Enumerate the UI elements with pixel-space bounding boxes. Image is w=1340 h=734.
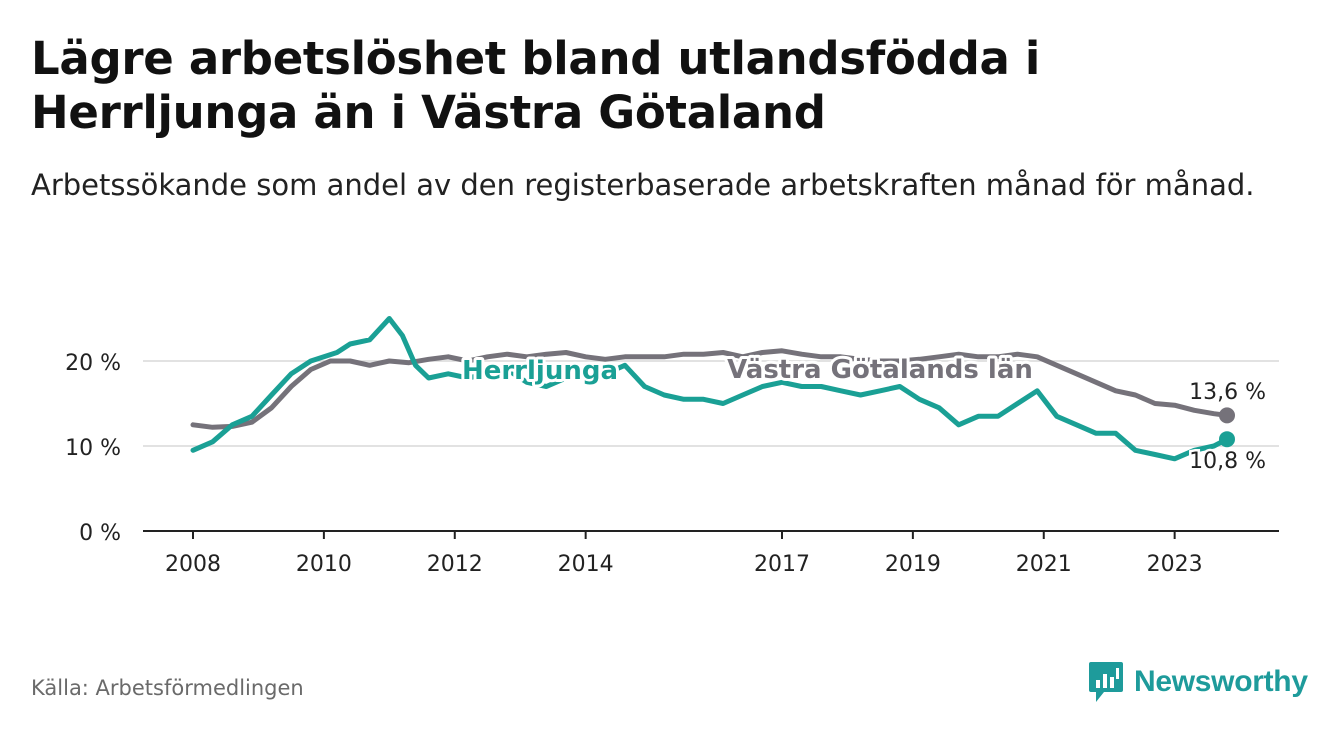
x-axis-labels: 2008 2010 2012 2014 2017 2019 2021 2023 [165,552,1203,577]
series-label: Västra Götalands län [727,355,1033,385]
y-tick-label: 20 % [65,351,121,376]
chart-title: Lägre arbetslöshet bland utlandsfödda i … [31,32,1041,139]
end-markers: 13,6 % 10,8 % [1187,378,1269,477]
x-tick-label: 2012 [427,552,483,577]
series-lines [190,316,1230,462]
series-line-vastra-gotaland [190,348,1230,430]
end-marker [1219,431,1235,448]
end-value-label: 10,8 % [1189,449,1266,474]
end-marker [1219,407,1235,424]
x-tick-label: 2021 [1016,552,1072,577]
line-chart: 0 % 10 % 20 % 2008 2010 2012 2014 2017 2019 2021… [65,316,1279,577]
brand-logo[interactable]: Newsworthy [1088,660,1308,704]
x-tick-label: 2019 [885,552,941,577]
brand-name: Newsworthy [1134,665,1308,698]
y-axis-labels: 0 % 10 % 20 % [65,351,121,546]
y-tick-label: 10 % [65,436,121,461]
chart-subtitle: Arbetssökande som andel av den registerb… [31,168,1255,202]
series-labels: Västra Götalands län Herrljunga [459,352,1036,389]
x-tick-label: 2023 [1147,552,1203,577]
end-value-label: 13,6 % [1189,380,1266,405]
x-tick-label: 2010 [296,552,352,577]
x-axis-ticks [192,531,1176,539]
series-line-herrljunga [190,316,1230,462]
x-tick-label: 2017 [754,552,810,577]
x-tick-label: 2008 [165,552,221,577]
y-tick-label: 0 % [79,521,121,546]
source-note: Källa: Arbetsförmedlingen [31,676,304,700]
newsworthy-logo-icon [1089,662,1123,702]
x-tick-label: 2014 [558,552,614,577]
series-label: Herrljunga [462,356,618,386]
